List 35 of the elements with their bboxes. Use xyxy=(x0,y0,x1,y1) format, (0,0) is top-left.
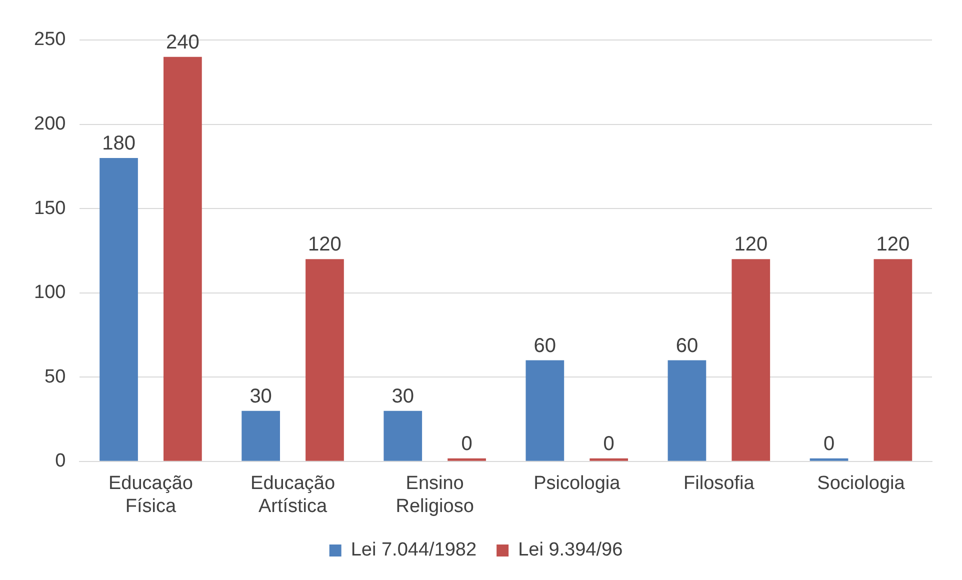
y-tick-label: 150 xyxy=(34,198,66,219)
y-tick-label: 0 xyxy=(55,450,66,472)
x-tick-label: Sociologia xyxy=(817,473,906,494)
data-label: 120 xyxy=(734,234,768,256)
data-label: 60 xyxy=(676,334,698,357)
bar xyxy=(100,158,138,461)
data-label: 0 xyxy=(603,432,614,455)
legend-label: Lei 9.394/96 xyxy=(518,540,623,561)
bar xyxy=(874,259,912,461)
y-tick-label: 250 xyxy=(34,29,66,50)
data-label: 180 xyxy=(102,132,136,155)
y-tick-label: 100 xyxy=(34,282,66,304)
data-label: 240 xyxy=(166,31,200,54)
data-label: 120 xyxy=(308,234,342,256)
y-tick-label: 200 xyxy=(34,114,66,135)
data-label: 0 xyxy=(823,432,835,455)
x-tick-label: Psicologia xyxy=(534,473,621,494)
bar xyxy=(164,56,202,461)
x-tick-label: Ensino Religioso xyxy=(396,473,474,517)
data-label: 60 xyxy=(534,334,556,357)
x-tick-label: Educação Artística xyxy=(250,473,336,517)
bar xyxy=(668,360,706,461)
x-tick-label: Educação Física xyxy=(108,473,193,517)
y-tick-label: 50 xyxy=(44,366,66,388)
data-label: 0 xyxy=(461,432,472,455)
bar xyxy=(384,410,422,461)
bar xyxy=(732,259,770,461)
x-tick-label: Filosofia xyxy=(684,473,755,494)
bar xyxy=(306,259,344,461)
bar xyxy=(526,360,564,461)
data-label: 30 xyxy=(392,385,414,408)
data-label: 120 xyxy=(876,234,910,256)
legend-label: Lei 7.044/1982 xyxy=(350,540,477,561)
data-label: 30 xyxy=(250,385,272,408)
bar xyxy=(242,410,280,461)
